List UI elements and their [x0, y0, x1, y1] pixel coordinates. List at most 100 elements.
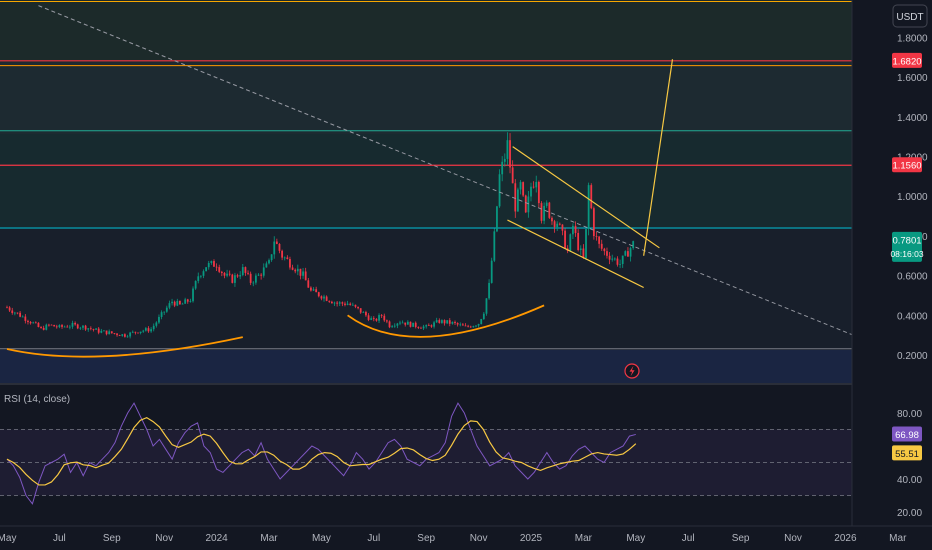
price-candle-body	[527, 196, 530, 213]
price-candle-body	[435, 320, 438, 323]
price-candle-body	[262, 267, 265, 276]
price-tick-label: 1.4000	[897, 113, 928, 124]
price-candle-body	[590, 185, 593, 209]
time-tick-label: Nov	[470, 533, 488, 544]
time-tick-label: 2026	[834, 533, 857, 544]
price-candle-body	[501, 161, 504, 175]
rounded-bottom-arc[interactable]	[347, 304, 545, 338]
price-candle-body	[537, 181, 540, 204]
price-candle-body	[454, 321, 456, 324]
currency-button[interactable]: USDT	[892, 4, 928, 28]
price-candle-body	[210, 261, 213, 263]
lightning-icon[interactable]	[624, 363, 640, 379]
price-candle-body	[150, 329, 152, 332]
price-candle-body	[97, 328, 100, 333]
price-candle-body	[380, 315, 383, 316]
price-candle-body	[268, 260, 270, 264]
price-candle-body	[511, 167, 514, 184]
price-candle-body	[598, 236, 601, 244]
price-candle-body	[519, 182, 522, 190]
price-candle-body	[330, 301, 333, 304]
time-tick-label: Jul	[53, 533, 66, 544]
price-candle-body	[451, 321, 454, 324]
price-candle-body	[433, 322, 435, 327]
price-candle-body	[383, 315, 386, 321]
price-candle-body	[498, 174, 501, 207]
price-candle-body	[459, 324, 462, 326]
price-candle-body	[215, 266, 218, 268]
price-candle-body	[194, 280, 197, 289]
price-candle-body	[346, 303, 349, 305]
price-candle-body	[6, 307, 8, 309]
price-candle-body	[514, 183, 517, 212]
price-candle-body	[551, 217, 553, 222]
price-candle-body	[82, 325, 84, 328]
resistance-mid-badge-bg	[892, 157, 922, 173]
price-candle-body	[34, 322, 37, 324]
price-candle-body	[61, 325, 63, 327]
time-tick-label: Mar	[889, 533, 907, 544]
price-candle-body	[53, 324, 56, 327]
last-price-badge-bg	[892, 231, 922, 262]
price-candle-body	[27, 320, 29, 323]
price-candle-body	[74, 322, 77, 325]
price-candle-body	[186, 299, 189, 302]
price-candle-body	[76, 324, 79, 329]
channel-upper-line[interactable]	[512, 146, 660, 249]
price-candle-body	[543, 205, 545, 221]
price-candle-body	[323, 296, 325, 299]
price-candle-body	[226, 273, 228, 276]
channel-lower-line[interactable]	[507, 219, 644, 289]
price-candle-body	[165, 307, 168, 312]
time-tick-label: Nov	[155, 533, 173, 544]
time-axis[interactable]	[0, 526, 932, 550]
price-candle-body	[307, 280, 310, 288]
fib-zone-top	[0, 0, 852, 62]
price-candle-body	[357, 306, 359, 309]
price-candle-body	[509, 140, 511, 168]
price-candle-body	[202, 271, 205, 276]
price-candle-body	[95, 328, 97, 330]
price-candle-body	[42, 327, 45, 330]
price-candle-body	[496, 206, 498, 232]
price-candle-body	[632, 241, 635, 249]
rsi-pane[interactable]	[0, 386, 852, 526]
price-candle-body	[427, 325, 430, 326]
price-candle-body	[548, 202, 551, 218]
price-candle-body	[629, 248, 632, 257]
price-candle-body	[192, 288, 194, 302]
price-candle-body	[349, 303, 352, 306]
rounded-bottom-arc[interactable]	[6, 336, 243, 358]
price-candle-body	[393, 325, 396, 327]
price-candle-body	[333, 302, 336, 304]
breakout-projection-line[interactable]	[643, 59, 674, 256]
price-candle-body	[181, 303, 184, 305]
price-candle-body	[21, 316, 24, 318]
price-candle-body	[113, 333, 116, 334]
price-candle-body	[341, 302, 344, 304]
price-candle-body	[79, 327, 82, 329]
price-candle-body	[244, 267, 247, 273]
price-candle-body	[173, 301, 176, 306]
price-candle-body	[359, 308, 362, 313]
price-candle-body	[213, 261, 215, 267]
price-candle-body	[50, 324, 53, 326]
price-candle-body	[110, 331, 113, 334]
price-tick-label: 1.6000	[897, 73, 928, 84]
price-candle-body	[296, 268, 299, 272]
price-candle-body	[469, 326, 472, 328]
price-candle-body	[278, 243, 281, 251]
price-candle-body	[283, 257, 286, 259]
price-candle-body	[236, 275, 239, 277]
price-candle-body	[286, 257, 289, 260]
price-candle-body	[160, 312, 163, 317]
rsi-tick-label: 80.00	[897, 409, 922, 420]
price-candle-body	[134, 331, 137, 333]
price-candle-body	[338, 302, 341, 304]
time-tick-label: 2025	[520, 533, 543, 544]
time-tick-label: Sep	[103, 533, 121, 544]
price-candle-body	[592, 208, 595, 237]
price-candle-body	[126, 336, 129, 338]
price-candle-body	[205, 267, 208, 272]
